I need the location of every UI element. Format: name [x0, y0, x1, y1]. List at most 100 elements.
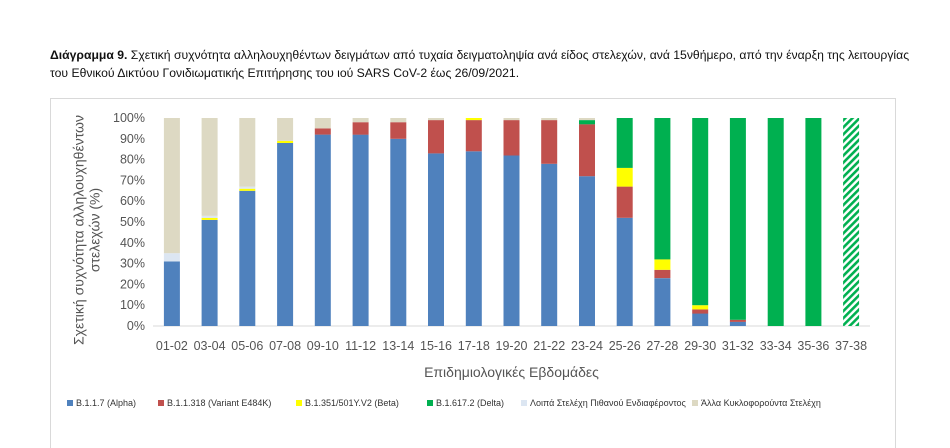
caption-text: Σχετική συχνότητα αλληλουχηθέντων δειγμά… — [50, 48, 910, 80]
legend-swatch — [158, 400, 164, 406]
bar-segment — [767, 118, 784, 326]
bar-segment — [729, 321, 746, 326]
bar-segment — [277, 143, 294, 326]
x-tick-label: 03-04 — [194, 339, 226, 353]
bar-segment — [541, 120, 558, 164]
x-tick-label: 11-12 — [345, 339, 376, 353]
legend-swatch — [67, 400, 73, 406]
bar-segment — [729, 319, 746, 322]
x-tick-label: 09-10 — [307, 339, 339, 353]
bar-segment — [239, 190, 256, 326]
bar-segment — [163, 118, 180, 254]
bar-segment — [579, 118, 595, 121]
bar-segment — [503, 120, 520, 156]
bars-group — [163, 118, 860, 326]
bar-segment — [805, 118, 822, 326]
bar-segment — [729, 118, 746, 320]
bar-segment — [163, 253, 180, 262]
bar-segment — [314, 134, 331, 326]
x-tick-label: 27-28 — [646, 339, 678, 353]
legend-label: B.1.1.318 (Variant E484K) — [167, 398, 271, 408]
bar-segment — [579, 176, 595, 326]
x-tick-label: 17-18 — [458, 339, 490, 353]
y-tick-label: 20% — [120, 277, 145, 291]
y-tick-label: 100% — [113, 111, 145, 125]
y-axis-title: Σχετική συχνότητα αλληλουχηθέντωνστελεχώ… — [71, 115, 103, 345]
bar-segment — [201, 217, 218, 220]
bar-segment — [692, 118, 709, 306]
x-axis-ticks: 01-02 03-04 05-06 07-08 09-10 11-12 13-14 15-16… — [156, 339, 867, 353]
bar-segment — [352, 122, 369, 135]
bar-segment — [465, 118, 482, 121]
legend-label: Λοιπά Στελέχη Πιθανού Ενδιαφέροντος — [530, 398, 687, 408]
x-tick-label: 07-08 — [269, 339, 301, 353]
legend-label: B.1.1.7 (Alpha) — [76, 398, 136, 408]
bar-segment — [692, 309, 709, 314]
y-tick-label: 0% — [127, 319, 145, 333]
chart-caption: Διάγραμμα 9. Σχετική συχνότητα αλληλουχη… — [50, 46, 910, 82]
y-tick-label: 10% — [120, 298, 145, 312]
bar-segment — [201, 118, 218, 216]
bar-segment — [428, 120, 444, 154]
bar-segment — [390, 118, 407, 123]
bar-segment — [239, 188, 256, 191]
bar-segment — [692, 313, 709, 326]
legend-label: B.1.617.2 (Delta) — [436, 398, 504, 408]
x-tick-label: 01-02 — [156, 339, 188, 353]
bar-segment — [239, 118, 256, 187]
x-tick-label: 15-16 — [420, 339, 452, 353]
legend-swatch — [692, 400, 698, 406]
bar-segment — [541, 118, 558, 121]
bar-segment — [465, 120, 482, 152]
bar-segment — [390, 122, 407, 139]
bar-segment — [654, 269, 671, 279]
bar-segment — [503, 155, 520, 326]
x-tick-label: 31-32 — [722, 339, 754, 353]
bar-segment — [277, 118, 294, 141]
bar-segment — [692, 305, 709, 310]
bar-segment — [239, 186, 256, 189]
chart-frame — [50, 98, 896, 448]
bar-segment — [616, 186, 633, 218]
bar-segment — [352, 118, 369, 123]
bar-segment — [654, 259, 671, 270]
bar-segment — [616, 118, 633, 168]
x-tick-label: 35-36 — [797, 339, 829, 353]
bar-segment — [314, 118, 331, 129]
x-tick-label: 29-30 — [684, 339, 716, 353]
caption-lead: Διάγραμμα 9. — [50, 48, 128, 62]
bar-segment — [201, 215, 218, 218]
legend-label: B.1.351/501Y.V2 (Beta) — [305, 398, 399, 408]
bar-segment — [390, 138, 407, 326]
bar-segment — [579, 120, 595, 125]
bar-segment — [541, 163, 558, 326]
legend: B.1.1.7 (Alpha) B.1.1.318 (Variant E484K)… — [67, 398, 821, 408]
legend-swatch — [427, 400, 433, 406]
legend-label: Άλλα Κυκλοφορούντα Στελέχη — [701, 398, 821, 408]
legend-swatch — [521, 400, 527, 406]
bar-segment — [428, 118, 444, 121]
bar-segment — [314, 128, 331, 135]
x-tick-label: 23-24 — [571, 339, 603, 353]
y-tick-label: 80% — [120, 153, 145, 167]
y-axis-ticks: 0% 10% 20% 30% 40% 50% 60% 70% 80% 90% 100% — [113, 111, 145, 333]
x-tick-label: 33-34 — [760, 339, 792, 353]
y-tick-label: 40% — [120, 236, 145, 250]
x-tick-label: 19-20 — [496, 339, 528, 353]
legend-swatch — [296, 400, 302, 406]
bar-segment — [352, 134, 369, 326]
bar-segment — [654, 118, 671, 260]
bar-segment — [201, 219, 218, 326]
x-tick-label: 05-06 — [231, 339, 263, 353]
bar-segment — [654, 278, 671, 326]
x-axis-title: Επιδημιολογικές Εβδομάδες — [424, 364, 599, 380]
y-tick-label: 30% — [120, 257, 145, 271]
bar-segment — [843, 118, 860, 326]
y-tick-label: 70% — [120, 173, 145, 187]
bar-segment — [503, 118, 520, 121]
bar-segment — [465, 151, 482, 326]
bar-segment — [616, 217, 633, 326]
bar-segment — [163, 261, 180, 326]
x-tick-label: 25-26 — [609, 339, 641, 353]
